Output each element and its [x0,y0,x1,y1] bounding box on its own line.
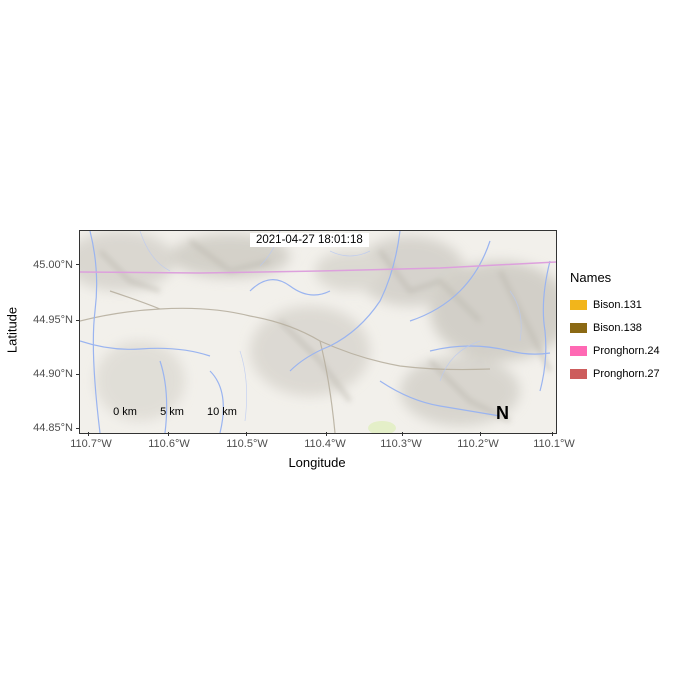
scale-label-5: 5 km [160,406,184,418]
x-tick-label: 110.5°W [226,438,268,450]
legend-item[interactable]: Bison.131 [570,293,660,316]
y-tick-label: 45.00°N [33,259,73,271]
x-tick [326,432,327,436]
y-tick [76,374,79,375]
scale-label-10: 10 km [207,406,237,418]
basemap [80,231,556,433]
y-axis-title: Latitude [4,306,20,354]
y-tick [76,264,79,265]
map-panel[interactable] [79,230,557,434]
y-tick [76,428,79,429]
y-tick-label: 44.85°N [33,422,73,434]
park-area [368,421,396,433]
x-tick-label: 110.4°W [304,438,346,450]
north-arrow: N [496,403,509,423]
legend-title: Names [570,270,612,285]
x-axis-title: Longitude [288,455,346,470]
x-tick [480,432,481,436]
x-tick [552,432,553,436]
legend-label: Bison.138 [593,321,642,334]
x-tick [168,432,169,436]
legend-key [570,299,587,310]
legend-label: Pronghorn.27 [593,367,660,380]
scale-label-0: 0 km [113,406,137,418]
legend-item[interactable]: Pronghorn.24 [570,339,660,362]
y-tick-label: 44.90°N [33,368,73,380]
x-tick-label: 110.7°W [70,438,112,450]
legend-key [570,322,587,333]
x-tick [88,432,89,436]
legend-key [570,368,587,379]
x-tick-label: 110.1°W [533,438,575,450]
x-tick [246,432,247,436]
x-tick [402,432,403,436]
x-tick-label: 110.2°W [457,438,499,450]
legend: Names Bison.131 Bison.138 Pronghorn.24 P… [570,270,660,385]
legend-key [570,345,587,356]
y-tick [76,320,79,321]
legend-label: Bison.131 [593,298,642,311]
x-tick-label: 110.6°W [148,438,190,450]
x-tick-label: 110.3°W [380,438,422,450]
timestamp-label: 2021-04-27 18:01:18 [250,233,369,247]
legend-item[interactable]: Pronghorn.27 [570,362,660,385]
rivers [80,231,551,433]
boundary-line [80,261,556,274]
legend-item[interactable]: Bison.138 [570,316,660,339]
legend-label: Pronghorn.24 [593,344,660,357]
y-tick-label: 44.95°N [33,314,73,326]
